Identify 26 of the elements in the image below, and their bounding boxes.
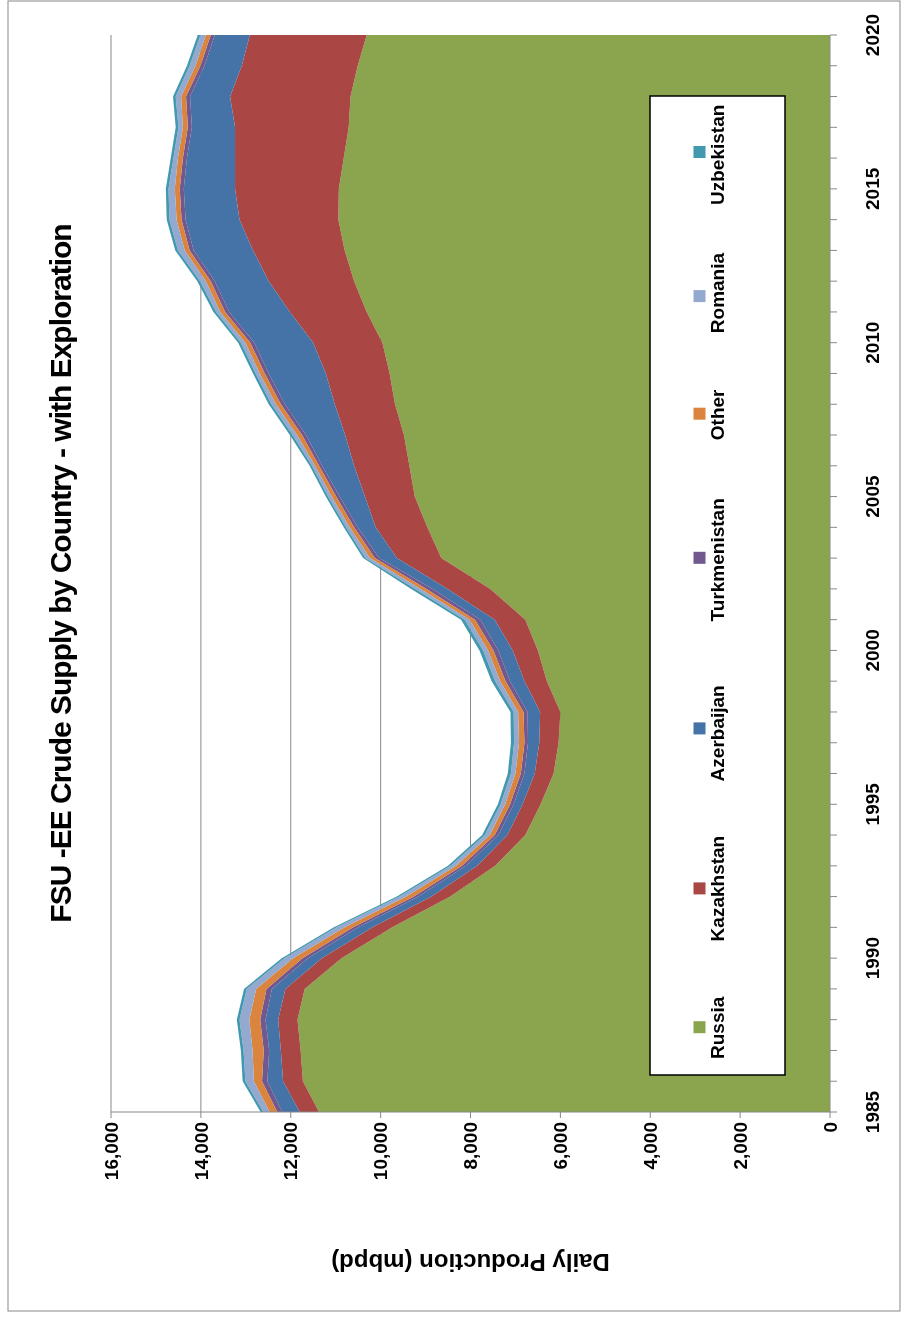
x-tick-label: 16,000 bbox=[100, 1122, 122, 1181]
x-tick-label: 4,000 bbox=[639, 1122, 661, 1170]
x-tick-label: 6,000 bbox=[550, 1122, 572, 1170]
x-tick-label: 2,000 bbox=[729, 1122, 751, 1170]
legend-label: Uzbekistan bbox=[707, 104, 729, 205]
legend-label: Romania bbox=[707, 252, 729, 334]
y-tick-label: 1990 bbox=[861, 937, 883, 980]
x-tick-label: 14,000 bbox=[190, 1122, 212, 1181]
x-axis-title: Daily Production (mbpd) bbox=[331, 1248, 610, 1276]
y-tick-label: 2005 bbox=[861, 475, 883, 518]
x-tick-label: 8,000 bbox=[460, 1122, 482, 1170]
y-tick-label: 2000 bbox=[861, 629, 883, 672]
y-tick-label: 1995 bbox=[861, 782, 883, 826]
text: FSU -EE Crude Supply by Country - with Exploration bbox=[43, 224, 77, 923]
x-tick-label: 10,000 bbox=[370, 1122, 392, 1181]
legend-label: Azerbaijan bbox=[707, 685, 729, 782]
legend-label: Russia bbox=[707, 996, 729, 1059]
x-tick-label: 0 bbox=[819, 1122, 841, 1133]
y-tick-label: 2015 bbox=[861, 167, 883, 210]
y-tick-label: 1985 bbox=[861, 1090, 883, 1134]
legend-label: Turkmenistan bbox=[707, 498, 729, 622]
y-tick-label: 2010 bbox=[861, 321, 883, 364]
y-tick-label: 2020 bbox=[861, 13, 883, 57]
legend-label: Kazakhstan bbox=[707, 835, 729, 942]
legend-label: Other bbox=[707, 388, 729, 441]
x-tick-label: 12,000 bbox=[280, 1122, 302, 1181]
